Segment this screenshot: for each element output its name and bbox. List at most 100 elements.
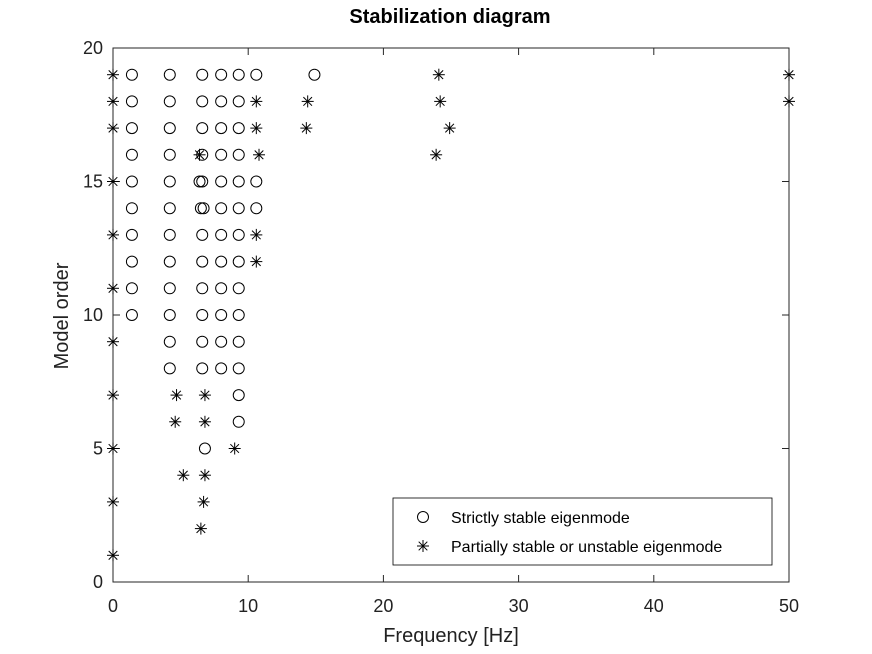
data-point-stable bbox=[196, 68, 209, 81]
data-point-unstable bbox=[301, 95, 314, 108]
data-point-stable bbox=[125, 282, 138, 295]
x-tick-label: 30 bbox=[509, 596, 529, 616]
data-point-unstable bbox=[250, 122, 263, 135]
data-point-stable bbox=[194, 202, 207, 215]
data-point-stable bbox=[196, 282, 209, 295]
data-point-unstable bbox=[300, 122, 313, 135]
data-point-stable bbox=[163, 95, 176, 108]
x-tick-label: 0 bbox=[108, 596, 118, 616]
data-point-unstable bbox=[250, 255, 263, 268]
data-point-unstable bbox=[107, 549, 119, 562]
data-point-unstable bbox=[434, 95, 447, 108]
data-point-stable bbox=[232, 415, 245, 428]
data-point-stable bbox=[196, 95, 209, 108]
data-point-stable bbox=[232, 389, 245, 402]
x-tick-label: 50 bbox=[779, 596, 799, 616]
axes: 0 10 20 30 40 50 0 5 10 15 20 bbox=[83, 38, 799, 616]
data-point-unstable bbox=[107, 495, 119, 508]
legend-marker-unstable-asterisk bbox=[417, 540, 429, 552]
data-point-unstable bbox=[107, 228, 119, 241]
data-point-stable bbox=[125, 309, 138, 321]
data-point-stable bbox=[125, 122, 138, 135]
data-point-unstable bbox=[250, 228, 263, 241]
data-point-stable bbox=[215, 202, 228, 215]
data-point-unstable bbox=[194, 522, 207, 535]
x-tick-label: 40 bbox=[644, 596, 664, 616]
data-point-unstable bbox=[250, 95, 263, 108]
data-point-stable bbox=[125, 175, 138, 188]
data-point-stable bbox=[163, 148, 176, 161]
data-point-stable bbox=[232, 175, 245, 188]
data-point-stable bbox=[232, 228, 245, 241]
legend: Strictly stable eigenmode Partially stab… bbox=[392, 497, 773, 566]
data-point-unstable bbox=[107, 68, 119, 81]
data-point-unstable bbox=[169, 415, 182, 428]
data-point-stable bbox=[125, 68, 138, 81]
data-point-stable bbox=[232, 335, 245, 348]
data-point-stable bbox=[232, 309, 245, 321]
data-point-stable bbox=[215, 228, 228, 241]
data-point-stable bbox=[163, 255, 176, 268]
data-point-stable bbox=[215, 122, 228, 135]
data-point-stable bbox=[215, 68, 228, 81]
data-point-unstable bbox=[783, 68, 795, 81]
data-point-stable bbox=[125, 255, 138, 268]
data-point-stable bbox=[125, 228, 138, 241]
data-point-stable bbox=[250, 68, 263, 81]
x-tick-label: 10 bbox=[238, 596, 258, 616]
data-point-stable bbox=[198, 442, 211, 455]
legend-label-partially-stable: Partially stable or unstable eigenmode bbox=[451, 539, 722, 556]
data-point-stable bbox=[196, 175, 209, 188]
data-point-unstable bbox=[107, 122, 119, 135]
data-point-stable bbox=[215, 175, 228, 188]
data-point-unstable bbox=[198, 389, 211, 402]
axes-frame bbox=[112, 47, 790, 583]
data-point-stable bbox=[232, 95, 245, 108]
data-point-unstable bbox=[783, 95, 795, 108]
data-point-stable bbox=[163, 122, 176, 135]
y-tick-label: 10 bbox=[83, 305, 103, 325]
y-tick-label: 0 bbox=[93, 572, 103, 592]
legend-label-strictly-stable: Strictly stable eigenmode bbox=[451, 510, 630, 527]
data-point-unstable bbox=[107, 335, 119, 348]
data-point-unstable bbox=[197, 495, 210, 508]
data-point-stable bbox=[163, 362, 176, 375]
data-point-stable bbox=[232, 202, 245, 215]
data-point-stable bbox=[232, 68, 245, 81]
data-point-unstable bbox=[198, 469, 211, 482]
legend-circle-marker bbox=[417, 511, 429, 523]
data-point-unstable bbox=[228, 442, 241, 455]
data-point-unstable bbox=[107, 389, 119, 402]
data-point-unstable bbox=[430, 148, 443, 161]
data-point-stable bbox=[163, 335, 176, 348]
y-tick-label: 5 bbox=[93, 439, 103, 459]
data-point-stable bbox=[163, 282, 176, 295]
data-point-stable bbox=[232, 282, 245, 295]
data-point-stable bbox=[197, 202, 210, 215]
series-strictly-stable bbox=[125, 68, 321, 455]
data-point-stable bbox=[232, 255, 245, 268]
data-point-stable bbox=[215, 309, 228, 321]
data-point-stable bbox=[196, 335, 209, 348]
data-point-stable bbox=[163, 202, 176, 215]
data-point-stable bbox=[193, 175, 206, 188]
data-point-unstable bbox=[107, 282, 119, 295]
data-point-stable bbox=[250, 202, 263, 215]
data-point-stable bbox=[196, 228, 209, 241]
chart-title: Stabilization diagram bbox=[349, 6, 550, 28]
x-axis-label: Frequency [Hz] bbox=[383, 625, 519, 647]
data-point-stable bbox=[215, 255, 228, 268]
data-point-stable bbox=[232, 122, 245, 135]
data-point-stable bbox=[250, 175, 263, 188]
data-point-unstable bbox=[107, 175, 119, 188]
data-point-stable bbox=[196, 362, 209, 375]
y-tick-label: 15 bbox=[83, 172, 103, 192]
y-axis-label: Model order bbox=[51, 262, 73, 369]
data-point-stable bbox=[215, 148, 228, 161]
data-point-stable bbox=[215, 362, 228, 375]
data-point-unstable bbox=[253, 148, 266, 161]
legend-marker-strictly-stable-circle bbox=[417, 511, 429, 523]
data-point-unstable bbox=[107, 95, 119, 108]
data-point-unstable bbox=[107, 442, 119, 455]
data-point-stable bbox=[163, 68, 176, 81]
